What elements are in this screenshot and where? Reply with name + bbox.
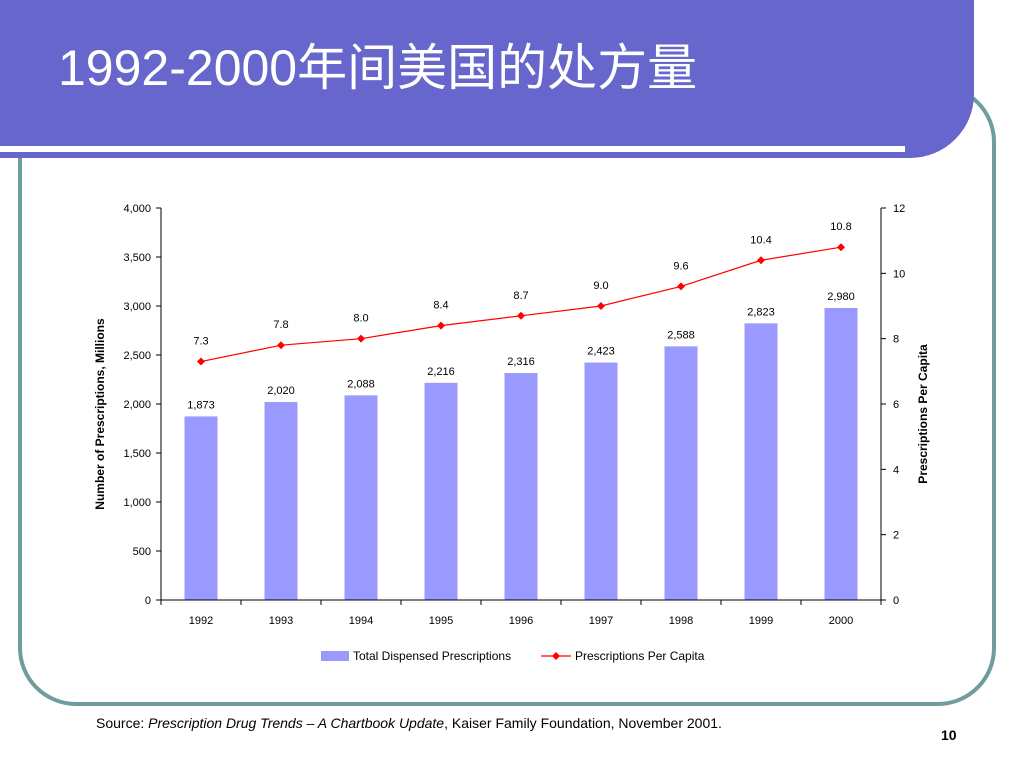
x-tick-label-1996: 1996 xyxy=(509,615,533,627)
point-label-1996: 8.7 xyxy=(513,290,528,302)
x-tick-label-1998: 1998 xyxy=(669,615,693,627)
bar-label-1994: 2,088 xyxy=(347,378,375,390)
source-rest: , Kaiser Family Foundation, November 200… xyxy=(444,715,722,731)
y-tick-label-right: 10 xyxy=(893,268,905,280)
bar-1992 xyxy=(184,416,218,600)
y-tick-label-left: 2,000 xyxy=(123,399,151,411)
slide-title: 1992-2000年间美国的处方量 xyxy=(58,40,698,96)
y-tick-label-right: 4 xyxy=(893,464,899,476)
y-tick-label-left: 1,000 xyxy=(123,497,151,509)
x-tick-label-1999: 1999 xyxy=(749,615,773,627)
y-tick-label-left: 2,500 xyxy=(123,350,151,362)
title-band xyxy=(0,0,974,158)
bar-1997 xyxy=(584,362,618,600)
page-number: 10 xyxy=(941,727,957,743)
bar-1994 xyxy=(344,395,378,600)
x-tick-label-1994: 1994 xyxy=(349,615,373,627)
y-tick-label-left: 3,000 xyxy=(123,301,151,313)
y-tick-label-right: 8 xyxy=(893,334,899,346)
legend-label-line: Prescriptions Per Capita xyxy=(575,649,705,663)
y-tick-label-right: 6 xyxy=(893,399,899,411)
y-tick-label-right: 12 xyxy=(893,203,905,215)
y-tick-label-left: 0 xyxy=(145,595,151,607)
bar-label-1995: 2,216 xyxy=(427,366,455,378)
point-label-1999: 10.4 xyxy=(750,234,771,246)
y-axis-title-right: Prescriptions Per Capita xyxy=(916,344,930,484)
y-axis-title-left: Number of Prescriptions, Millions xyxy=(93,318,107,510)
bar-label-1998: 2,588 xyxy=(667,329,695,341)
bar-label-1999: 2,823 xyxy=(747,306,775,318)
bar-label-1997: 2,423 xyxy=(587,346,615,358)
point-1997 xyxy=(597,302,605,310)
bar-1998 xyxy=(664,346,698,600)
bar-1996 xyxy=(504,373,538,600)
point-1995 xyxy=(437,321,445,330)
source-title: Prescription Drug Trends – A Chartbook U… xyxy=(148,715,445,731)
x-tick-label-1993: 1993 xyxy=(269,615,293,627)
point-1996 xyxy=(517,311,525,320)
y-tick-label-right: 0 xyxy=(893,595,899,607)
bar-1999 xyxy=(744,323,778,600)
point-1998 xyxy=(677,282,685,291)
bar-1993 xyxy=(264,402,298,600)
bar-2000 xyxy=(824,307,858,600)
y-tick-label-left: 3,500 xyxy=(123,252,151,264)
point-1999 xyxy=(757,256,765,265)
bar-label-1992: 1,873 xyxy=(187,399,215,411)
point-label-1995: 8.4 xyxy=(433,300,448,312)
source-prefix: Source: xyxy=(96,715,149,731)
point-label-1994: 8.0 xyxy=(353,313,368,325)
x-tick-label-1995: 1995 xyxy=(429,615,453,627)
legend-marker-line xyxy=(552,652,560,660)
point-label-1998: 9.6 xyxy=(673,260,688,272)
point-1993 xyxy=(277,341,285,350)
legend-swatch-bars xyxy=(321,651,349,661)
point-1992 xyxy=(197,357,205,366)
bar-label-1993: 2,020 xyxy=(267,385,295,397)
y-tick-label-left: 500 xyxy=(133,546,151,558)
source-note: Source: Prescription Drug Trends – A Cha… xyxy=(96,715,722,731)
x-tick-label-1992: 1992 xyxy=(189,615,213,627)
point-2000 xyxy=(837,243,845,252)
point-label-2000: 10.8 xyxy=(830,221,851,233)
point-label-1992: 7.3 xyxy=(193,336,208,348)
title-underline xyxy=(0,146,905,152)
x-tick-label-1997: 1997 xyxy=(589,615,613,627)
legend-label-bars: Total Dispensed Prescriptions xyxy=(353,649,511,663)
y-tick-label-left: 1,500 xyxy=(123,448,151,460)
bar-label-2000: 2,980 xyxy=(827,291,855,303)
bar-1995 xyxy=(424,382,458,600)
point-label-1997: 9.0 xyxy=(593,280,608,292)
y-tick-label-right: 2 xyxy=(893,530,899,542)
bar-label-1996: 2,316 xyxy=(507,356,535,368)
point-label-1993: 7.8 xyxy=(273,319,288,331)
point-1994 xyxy=(357,334,365,343)
y-tick-label-left: 4,000 xyxy=(123,203,151,215)
x-tick-label-2000: 2000 xyxy=(829,615,853,627)
